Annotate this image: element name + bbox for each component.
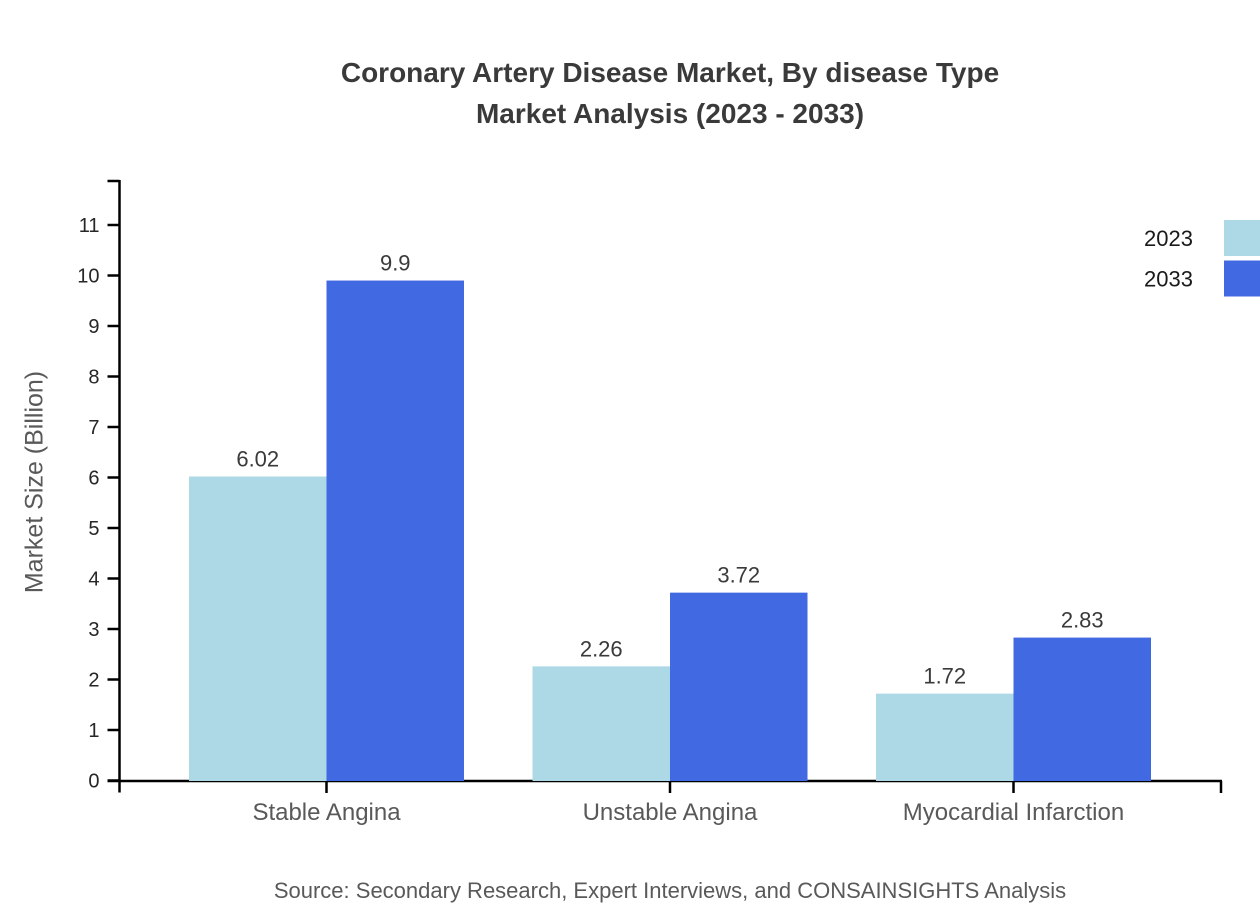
y-tick-label: 5 — [88, 518, 99, 540]
bar-2023-unstable-angina — [532, 666, 670, 781]
y-tick-label: 3 — [88, 619, 99, 641]
y-tick-label: 0 — [88, 771, 99, 793]
bar-value-label: 2.83 — [1061, 608, 1104, 633]
legend-label-2033: 2033 — [1144, 267, 1193, 292]
legend-label-2023: 2023 — [1144, 226, 1193, 251]
legend-swatch-2023 — [1224, 220, 1260, 256]
chart-title-line1: Coronary Artery Disease Market, By disea… — [340, 57, 1000, 88]
y-tick-label: 2 — [88, 670, 99, 692]
y-tick-label: 11 — [79, 215, 100, 237]
x-category-label: Stable Angina — [252, 799, 401, 826]
bar-2023-myocardial-infarction — [876, 693, 1014, 781]
y-tick-label: 6 — [88, 468, 99, 490]
bar-2033-unstable-angina — [670, 592, 808, 781]
bar-2033-myocardial-infarction — [1013, 637, 1151, 781]
y-tick-label: 7 — [88, 417, 99, 439]
bar-value-label: 9.9 — [380, 251, 411, 276]
x-category-label: Unstable Angina — [583, 799, 758, 826]
bar-value-label: 3.72 — [717, 563, 760, 588]
bar-value-label: 1.72 — [923, 664, 966, 689]
chart-title: Coronary Artery Disease Market, By disea… — [341, 52, 999, 134]
y-tick-label: 8 — [88, 367, 99, 389]
y-tick-label: 4 — [88, 569, 99, 591]
bar-2033-stable-angina — [326, 280, 464, 781]
y-tick-label: 10 — [77, 266, 99, 288]
bar-value-label: 2.26 — [580, 636, 623, 661]
y-axis-title: Market Size (Billion) — [20, 370, 49, 594]
bar-value-label: 6.02 — [236, 446, 279, 471]
source-note: Source: Secondary Research, Expert Inter… — [273, 878, 1067, 903]
y-tick-label: 9 — [88, 316, 99, 338]
x-category-label: Myocardial Infarction — [903, 799, 1124, 826]
y-tick-label: 1 — [88, 720, 99, 742]
bar-2023-stable-angina — [189, 476, 327, 781]
legend-swatch-2033 — [1224, 260, 1260, 297]
chart-title-line2: Market Analysis (2023 - 2033) — [475, 98, 865, 129]
